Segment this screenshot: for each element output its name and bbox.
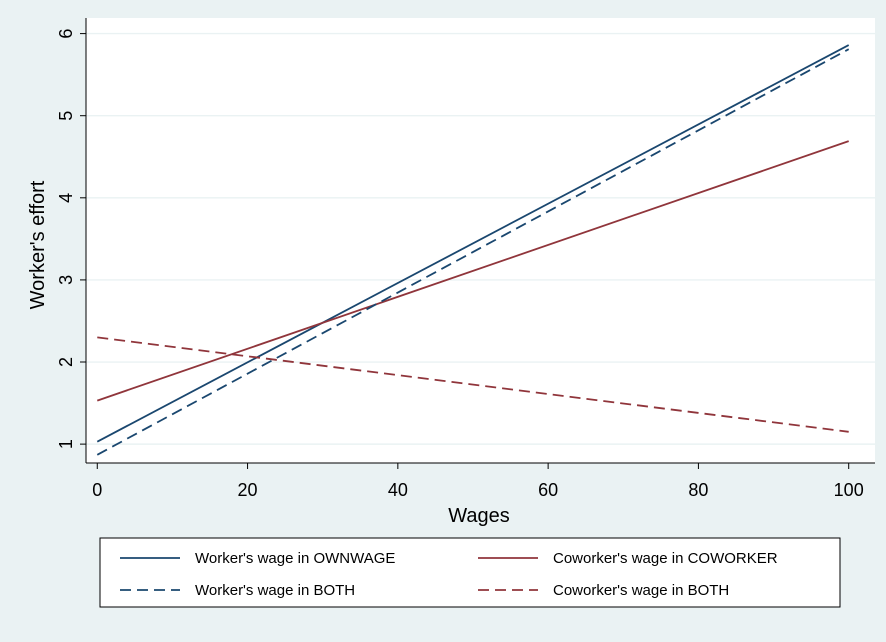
x-tick-label: 20 [238,480,258,500]
series-line-1 [96,44,850,443]
axes [85,18,875,464]
x-tick-label: 40 [388,480,408,500]
y-axis-title: Worker's effort [27,180,49,309]
y-tick-label: 1 [56,439,76,449]
series-lines [96,44,850,456]
legend-label: Coworker's wage in COWORKER [553,550,778,567]
y-tick-label: 6 [56,29,76,39]
legend-label: Coworker's wage in BOTH [553,582,729,599]
y-tick-label: 2 [56,357,76,367]
y-tick-label: 3 [56,275,76,285]
y-tick-label: 4 [56,193,76,203]
x-tick-label: 60 [538,480,558,500]
x-tick-label: 100 [834,480,864,500]
legend-label: Worker's wage in OWNWAGE [195,550,395,567]
legend: Worker's wage in OWNWAGE Coworker's wage … [120,550,778,599]
gridlines [86,32,875,445]
series-line-4 [97,336,849,433]
legend-label: Worker's wage in BOTH [195,582,355,599]
x-tick-label: 80 [688,480,708,500]
legend-box [99,537,841,608]
plot-area [86,18,875,463]
series-line-3 [96,48,850,456]
y-ticks: 1 2 3 4 5 6 [56,29,86,449]
series-line-2 [96,140,849,402]
x-tick-label: 0 [92,480,102,500]
y-tick-label: 5 [56,111,76,121]
x-axis-title: Wages [448,505,510,527]
x-ticks: 0 20 40 60 80 100 [92,463,864,500]
